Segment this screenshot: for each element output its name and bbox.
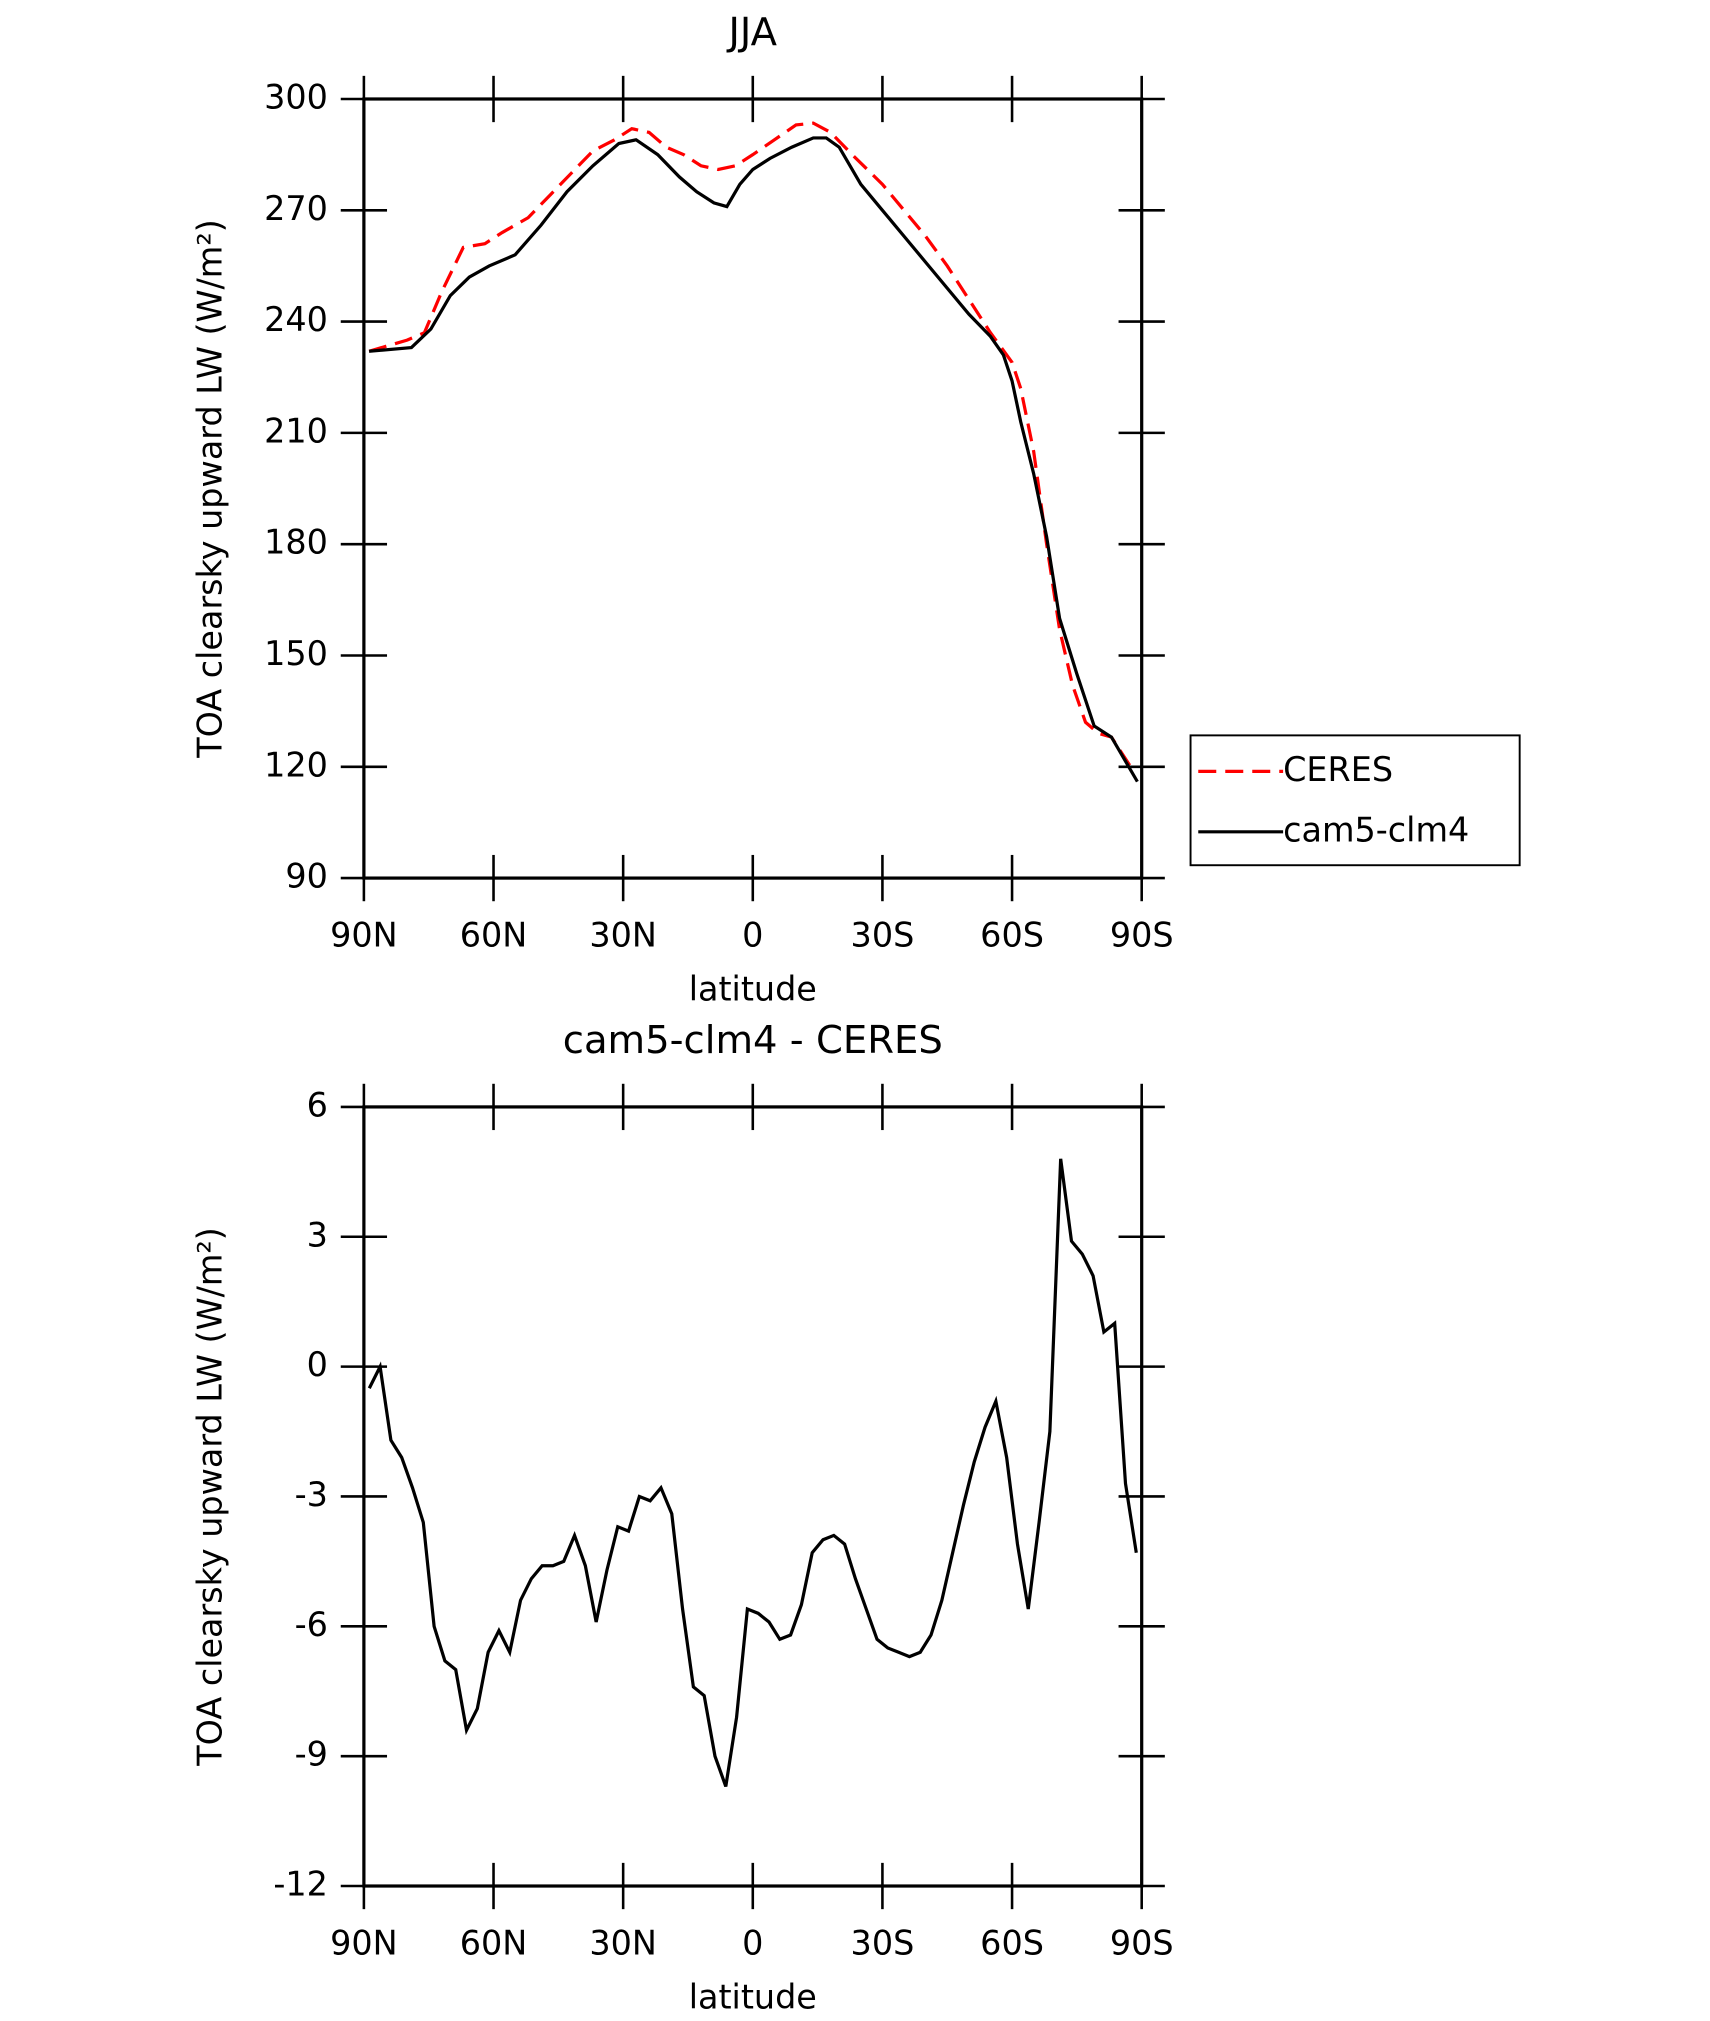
legend-box <box>1189 734 1521 867</box>
x-tick-label: 90N <box>330 916 398 955</box>
x-axis-label: latitude <box>689 970 817 1009</box>
y-tick-label: 180 <box>264 523 328 562</box>
y-tick-label: -9 <box>295 1735 328 1774</box>
x-tick-label: 30S <box>851 1924 915 1963</box>
x-tick-label: 90S <box>1110 1924 1174 1963</box>
y-axis-label: TOA clearsky upward LW (W/m²) <box>191 1227 230 1767</box>
x-tick-label: 30S <box>851 916 915 955</box>
y-tick-label: 6 <box>307 1085 328 1124</box>
y-tick-label: 0 <box>307 1345 328 1384</box>
y-tick-label: -3 <box>295 1475 328 1514</box>
y-tick-label: 90 <box>285 857 328 896</box>
plot-frame <box>362 1105 1144 1888</box>
data-line <box>368 121 1135 772</box>
data-line <box>368 136 1139 783</box>
y-axis-label: TOA clearsky upward LW (W/m²) <box>191 219 230 759</box>
data-line <box>367 1158 1138 1788</box>
x-tick-label: 90S <box>1110 916 1174 955</box>
x-tick-label: 30N <box>589 1924 657 1963</box>
y-tick-label: 270 <box>264 189 328 228</box>
chart-title: JJA <box>727 10 778 55</box>
x-tick-label: 90N <box>330 1924 398 1963</box>
x-tick-label: 0 <box>742 916 763 955</box>
x-tick-label: 30N <box>589 916 657 955</box>
y-tick-label: 3 <box>307 1215 328 1254</box>
y-tick-label: -6 <box>295 1605 328 1644</box>
x-tick-label: 0 <box>742 1924 763 1963</box>
x-tick-label: 60N <box>460 1924 528 1963</box>
x-axis-label: latitude <box>689 1978 817 2017</box>
x-tick-label: 60S <box>980 1924 1044 1963</box>
y-tick-label: 150 <box>264 634 328 673</box>
y-tick-label: 210 <box>264 411 328 450</box>
y-tick-label: -12 <box>273 1865 328 1904</box>
plot-frame <box>362 97 1144 880</box>
y-tick-label: 300 <box>264 77 328 116</box>
chart-title: cam5-clm4 - CERES <box>563 1018 943 1063</box>
legend-label: cam5-clm4 <box>1283 810 1469 849</box>
y-tick-label: 120 <box>264 745 328 784</box>
legend-label: CERES <box>1283 750 1393 789</box>
x-tick-label: 60N <box>460 916 528 955</box>
y-tick-label: 240 <box>264 300 328 339</box>
x-tick-label: 60S <box>980 916 1044 955</box>
